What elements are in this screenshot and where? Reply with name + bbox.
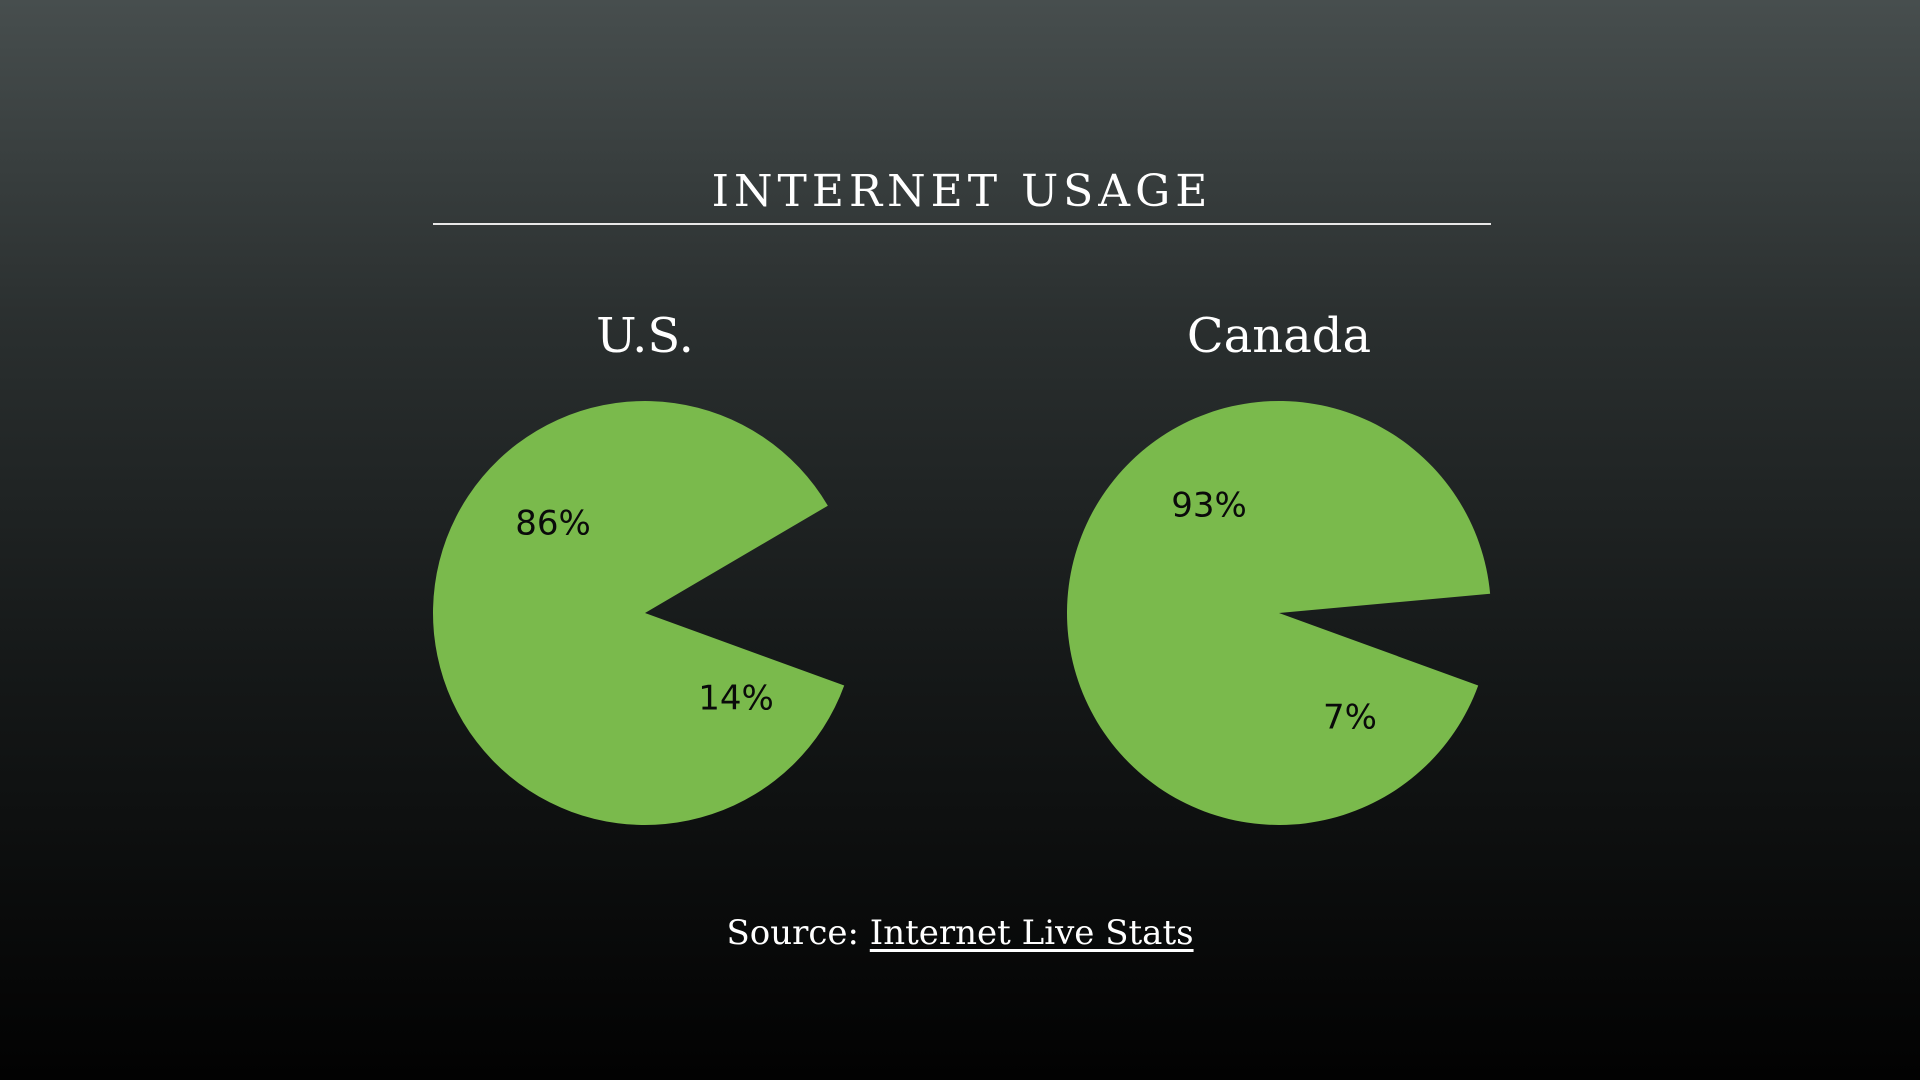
slice-label-86: 86%: [515, 504, 591, 544]
source-prefix: Source:: [726, 913, 859, 953]
canada-pie-chart: 93% 7%: [1067, 401, 1491, 826]
slice-label-7: 7%: [1323, 698, 1377, 738]
canada-chart-title: Canada: [1186, 308, 1372, 364]
source-link[interactable]: Internet Live Stats: [869, 913, 1194, 953]
us-pie-chart: 86% 14%: [433, 401, 845, 825]
us-chart-title: U.S.: [596, 308, 694, 364]
source-line: Source: Internet Live Stats: [0, 908, 1920, 958]
slice-label-14: 14%: [698, 679, 774, 719]
page-title: INTERNET USAGE: [711, 166, 1213, 217]
pie-slice-93: [1067, 401, 1491, 826]
slice-label-93: 93%: [1171, 486, 1247, 526]
title-divider: [433, 223, 1491, 225]
pie-slice-86: [433, 401, 845, 825]
